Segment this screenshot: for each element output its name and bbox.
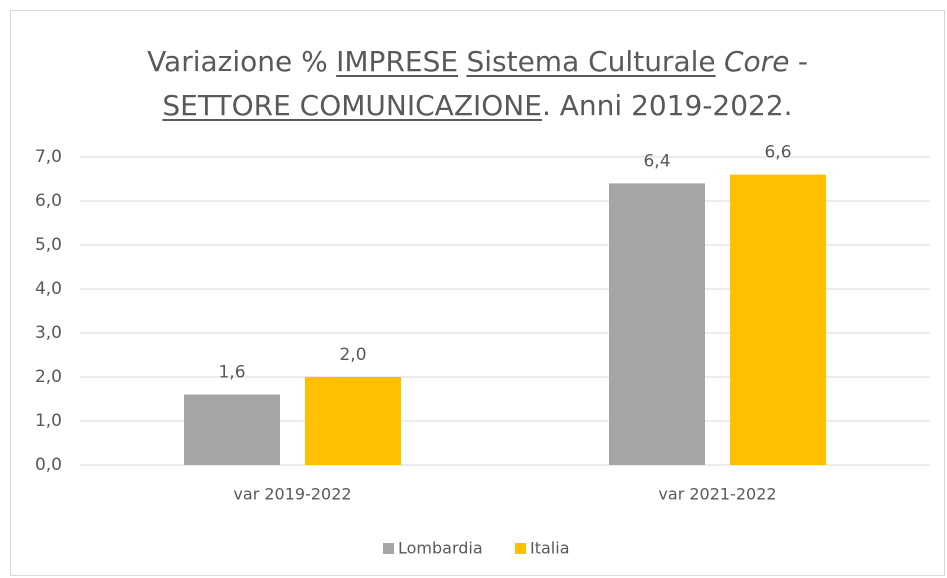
legend-label: Lombardia — [398, 539, 483, 558]
title-part: Sistema Culturale — [466, 45, 716, 78]
data-label: 6,6 — [764, 143, 791, 163]
y-tick-label: 5,0 — [35, 235, 62, 255]
bar — [609, 183, 705, 465]
title-part: . Anni 2019-2022. — [541, 89, 793, 122]
title-line: Variazione % IMPRESE Sistema Culturale Core… — [10, 40, 945, 84]
title-part: - — [797, 45, 808, 78]
y-tick-label: 7,0 — [35, 147, 62, 167]
title-part: SETTORE COMUNICAZIONE — [162, 89, 542, 122]
title-part: Core — [724, 45, 790, 78]
legend-swatch — [383, 543, 394, 554]
y-tick-label: 3,0 — [35, 323, 62, 343]
chart-title: Variazione % IMPRESE Sistema Culturale Core… — [10, 40, 945, 128]
bar — [730, 174, 826, 465]
data-label: 1,6 — [218, 363, 245, 383]
x-tick-label: var 2021-2022 — [658, 485, 776, 504]
bar — [184, 394, 280, 465]
legend-label: Italia — [530, 539, 570, 558]
title-line: SETTORE COMUNICAZIONE. Anni 2019-2022. — [10, 84, 945, 128]
data-label: 6,4 — [643, 151, 670, 171]
y-tick-label: 1,0 — [35, 411, 62, 431]
legend-swatch — [515, 543, 526, 554]
x-tick-label: var 2019-2022 — [233, 485, 351, 504]
bar — [305, 377, 401, 465]
title-part: IMPRESE — [336, 45, 459, 78]
y-tick-label: 0,0 — [35, 455, 62, 475]
title-part: Variazione % — [147, 45, 328, 78]
data-label: 2,0 — [339, 345, 366, 365]
y-tick-label: 4,0 — [35, 279, 62, 299]
y-tick-label: 6,0 — [35, 191, 62, 211]
y-tick-label: 2,0 — [35, 367, 62, 387]
